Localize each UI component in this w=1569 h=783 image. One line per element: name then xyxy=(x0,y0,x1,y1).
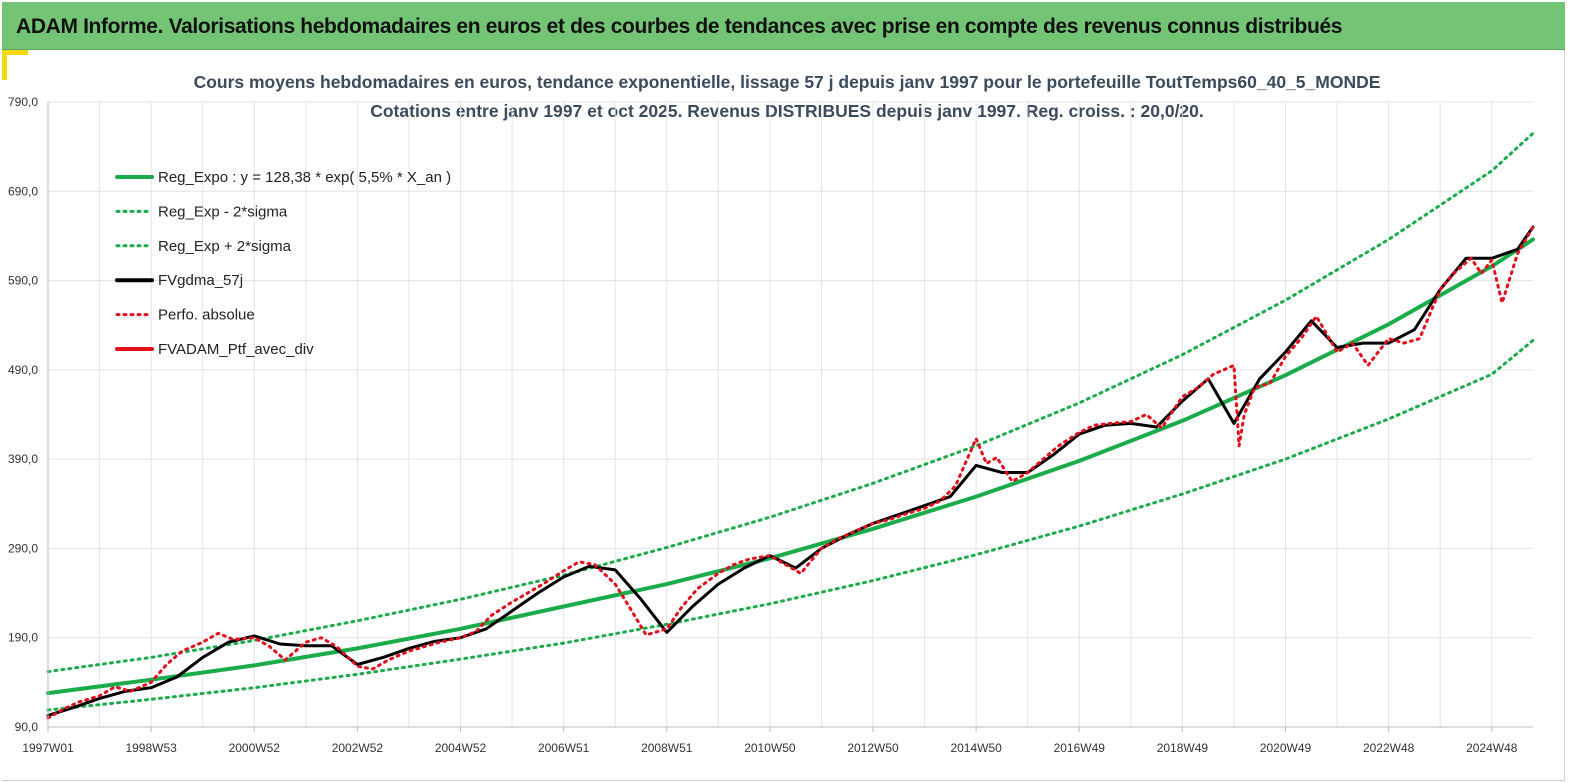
series-line-1 xyxy=(46,338,1535,712)
series-line-0 xyxy=(46,237,1535,696)
x-tick-label: 2002W52 xyxy=(332,741,384,755)
accent-bar-left xyxy=(2,50,7,80)
x-tick-label: 2018W49 xyxy=(1157,741,1209,755)
legend-label: Reg_Exp + 2*sigma xyxy=(158,238,292,255)
x-tick-label: 2016W49 xyxy=(1054,741,1106,755)
legend: Reg_Expo : y = 128,38 * exp( 5,5% * X_an… xyxy=(115,169,451,358)
series-line-4 xyxy=(46,225,1535,720)
y-tick-label: 90,0 xyxy=(15,720,39,734)
chart-subtitle: Cotations entre janv 1997 et oct 2025. R… xyxy=(370,101,1204,121)
axes: 90,0 190,0 290,0 390,0 490,0 590,0 690,0 790,0 1… xyxy=(8,95,1533,755)
y-tick-label: 790,0 xyxy=(8,95,38,109)
series-line-2 xyxy=(46,131,1535,674)
y-tick-label: 690,0 xyxy=(8,184,38,198)
header-banner: ADAM Informe. Valorisations hebdomadaire… xyxy=(2,2,1565,50)
y-tick-label: 490,0 xyxy=(8,363,38,377)
legend-label: Reg_Expo : y = 128,38 * exp( 5,5% * X_an… xyxy=(158,169,451,186)
x-tick-label: 1998W53 xyxy=(125,741,177,755)
series-layer xyxy=(46,131,1535,720)
x-tick-label: 2008W51 xyxy=(641,741,693,755)
x-tick-label: 2020W49 xyxy=(1260,741,1312,755)
legend-label: Perfo. absolue xyxy=(158,307,255,324)
x-tick-label: 2010W50 xyxy=(744,741,796,755)
x-tick-label: 2004W52 xyxy=(435,741,487,755)
x-tick-label: 2000W52 xyxy=(229,741,281,755)
x-tick-label: 2006W51 xyxy=(538,741,590,755)
legend-label: Reg_Exp - 2*sigma xyxy=(158,203,288,220)
chart-title: Cours moyens hebdomadaires en euros, ten… xyxy=(194,72,1381,92)
grid xyxy=(47,101,1533,728)
y-tick-label: 190,0 xyxy=(8,631,38,645)
chart-frame xyxy=(2,50,1565,781)
x-tick-label: 2012W50 xyxy=(847,741,899,755)
page-title: ADAM Informe. Valorisations hebdomadaire… xyxy=(16,15,1343,38)
y-tick-label: 390,0 xyxy=(8,452,38,466)
y-tick-label: 290,0 xyxy=(8,541,38,555)
x-tick-label: 2022W48 xyxy=(1363,741,1415,755)
x-tick-label: 2014W50 xyxy=(950,741,1002,755)
legend-label: FVADAM_Ptf_avec_div xyxy=(158,341,314,358)
x-tick-label: 2024W48 xyxy=(1466,741,1518,755)
x-tick-label: 1997W01 xyxy=(22,741,74,755)
series-line-3 xyxy=(46,225,1535,717)
y-tick-label: 590,0 xyxy=(8,274,38,288)
legend-label: FVgdma_57j xyxy=(158,272,243,289)
accent-bar-top xyxy=(2,50,28,55)
